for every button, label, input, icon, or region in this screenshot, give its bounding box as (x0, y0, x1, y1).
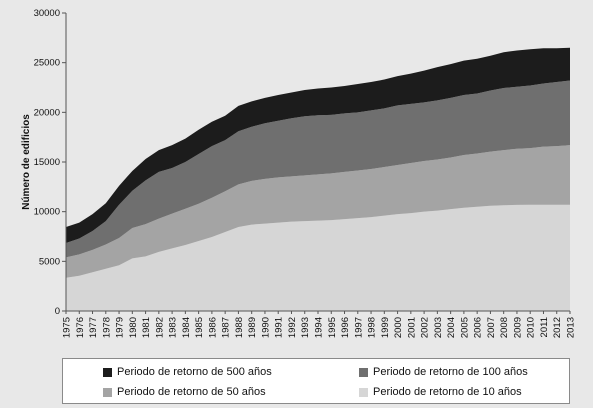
legend-swatch-500 (103, 367, 112, 377)
x-tick-label: 1979 (115, 317, 126, 338)
y-axis-label: Número de edificios (21, 114, 32, 210)
x-tick-label: 2010 (526, 317, 537, 338)
area-series-2 (66, 80, 570, 258)
x-tick-label: 2013 (566, 317, 577, 338)
x-tick-label: 2002 (420, 317, 431, 338)
y-tick-label: 10000 (34, 207, 60, 218)
y-tick-label: 15000 (34, 157, 60, 168)
x-tick-label: 2005 (459, 317, 470, 338)
legend-label-10: Periodo de retorno de 10 años (373, 386, 522, 398)
x-tick-label: 1976 (75, 317, 86, 338)
x-tick-label: 2000 (393, 317, 404, 338)
x-tick-label: 1988 (234, 317, 245, 338)
x-tick-label: 1990 (260, 317, 271, 338)
x-tick-label: 1995 (327, 317, 338, 338)
legend-swatch-10 (359, 387, 368, 397)
legend-swatch-50 (103, 387, 112, 397)
x-tick-label: 1993 (300, 317, 311, 338)
x-tick-label: 1983 (168, 317, 179, 338)
y-ticks: 0 5000 10000 15000 20000 25000 30000 (34, 8, 66, 317)
y-tick-label: 25000 (34, 58, 60, 69)
x-tick-label: 1980 (128, 317, 139, 338)
y-tick-label: 30000 (34, 8, 60, 19)
x-tick-label: 1987 (221, 317, 232, 338)
x-tick-label: 2008 (499, 317, 510, 338)
x-tick-label: 1992 (287, 317, 298, 338)
x-tick-label: 2009 (512, 317, 523, 338)
legend-item-500: Periodo de retorno de 500 años (103, 366, 272, 378)
area-series-0 (66, 204, 570, 311)
legend-item-100: Periodo de retorno de 100 años (359, 366, 528, 378)
x-tick-label: 1999 (380, 317, 391, 338)
legend-item-50: Periodo de retorno de 50 años (103, 386, 266, 398)
y-tick-label: 5000 (39, 256, 60, 267)
x-tick-label: 1997 (353, 317, 364, 338)
x-tick-label: 2007 (486, 317, 497, 338)
legend-label-100: Periodo de retorno de 100 años (373, 366, 528, 378)
legend-swatch-100 (359, 367, 368, 377)
x-tick-label: 2012 (552, 317, 563, 338)
x-tick-label: 1977 (88, 317, 99, 338)
y-tick-label: 20000 (34, 107, 60, 118)
x-tick-label: 1998 (367, 317, 378, 338)
x-tick-label: 1986 (207, 317, 218, 338)
x-tick-label: 1985 (194, 317, 205, 338)
y-tick-label: 0 (55, 306, 60, 317)
area-series-3 (66, 47, 570, 243)
x-tick-label: 1984 (181, 317, 192, 338)
legend: Periodo de retorno de 500 años Periodo d… (62, 358, 570, 404)
area-series-1 (66, 145, 570, 278)
x-tick-label: 1982 (154, 317, 165, 338)
x-tick-label: 1978 (101, 317, 112, 338)
x-tick-label: 2003 (433, 317, 444, 338)
x-ticks: 1975 1976 1977 1978 1979 1980 1981 1982 1983 1984… (62, 311, 577, 338)
legend-label-50: Periodo de retorno de 50 años (117, 386, 266, 398)
legend-item-10: Periodo de retorno de 10 años (359, 386, 522, 398)
x-tick-label: 1994 (314, 317, 325, 338)
x-tick-label: 1981 (141, 317, 152, 338)
x-tick-label: 2004 (446, 317, 457, 338)
x-tick-label: 1991 (274, 317, 285, 338)
legend-label-500: Periodo de retorno de 500 años (117, 366, 272, 378)
x-tick-label: 2001 (406, 317, 417, 338)
x-tick-label: 2011 (539, 317, 550, 337)
x-tick-label: 1975 (62, 317, 73, 338)
x-tick-label: 2006 (473, 317, 484, 338)
x-tick-label: 1989 (247, 317, 258, 338)
x-tick-label: 1996 (340, 317, 351, 338)
area-layers (66, 47, 570, 311)
